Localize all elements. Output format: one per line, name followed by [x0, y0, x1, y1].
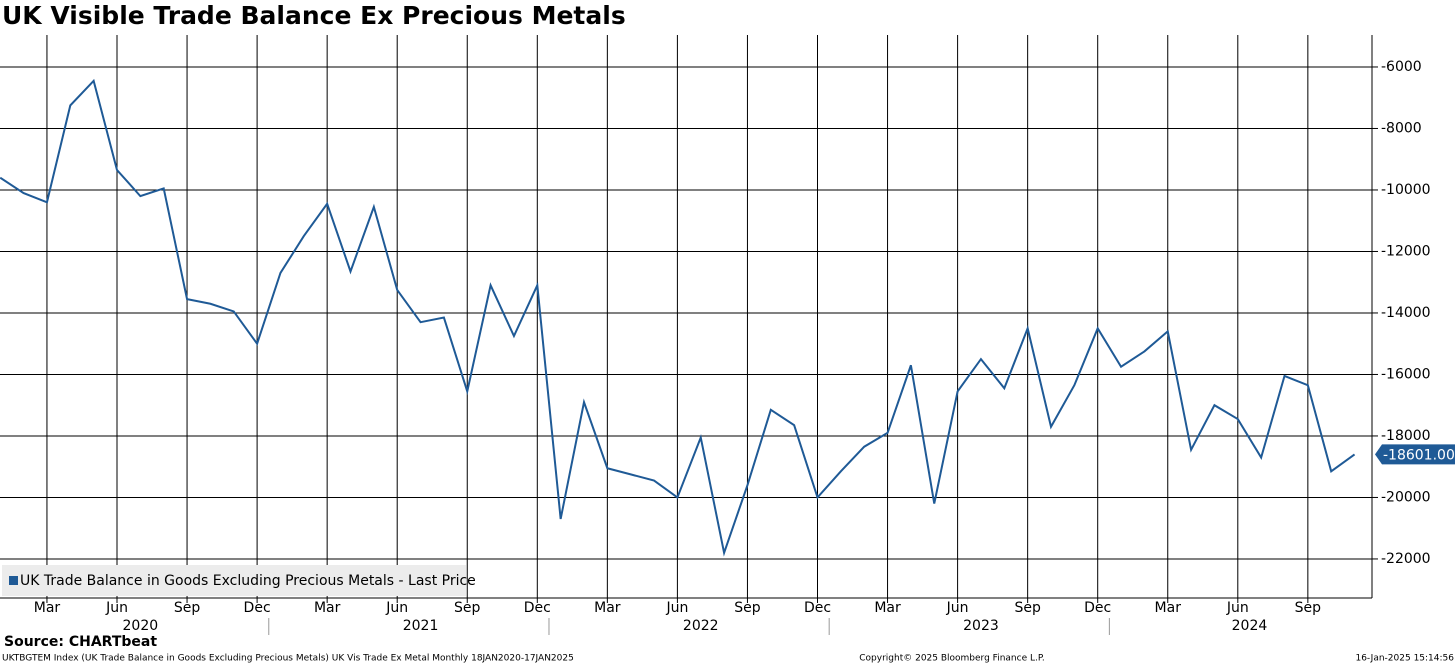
chart-title: UK Visible Trade Balance Ex Precious Met… — [2, 1, 626, 30]
legend-label: UK Trade Balance in Goods Excluding Prec… — [20, 573, 476, 589]
x-tick-label: Jun — [665, 600, 688, 616]
x-tick-label: Mar — [34, 600, 61, 616]
x-tick-label: Mar — [1155, 600, 1182, 616]
x-tick-label: Sep — [454, 600, 481, 616]
y-tick-label: -18000 — [1381, 428, 1431, 444]
last-value-box — [1375, 444, 1455, 465]
x-tick-label: Mar — [314, 600, 341, 616]
x-tick-label: Dec — [244, 600, 271, 616]
year-label: 2024 — [1232, 618, 1268, 634]
year-label: 2023 — [963, 618, 999, 634]
year-label: 2021 — [403, 618, 439, 634]
y-tick-label: -12000 — [1381, 243, 1431, 259]
legend-box — [2, 565, 466, 596]
x-tick-label: Dec — [1084, 600, 1111, 616]
x-tick-label: Dec — [804, 600, 831, 616]
y-tick-label: -10000 — [1381, 182, 1431, 198]
y-tick-label: -22000 — [1381, 551, 1431, 567]
source: Source: CHARTbeat — [4, 634, 157, 650]
last-value-label: -18601.00 — [1383, 447, 1455, 463]
y-tick-label: -8000 — [1381, 120, 1422, 136]
x-tick-label: Jun — [1226, 600, 1249, 616]
x-tick-label: Sep — [734, 600, 761, 616]
footer-right: 16-Jan-2025 15:14:56 — [1355, 654, 1454, 664]
footer-center: Copyright© 2025 Bloomberg Finance L.P. — [859, 654, 1044, 664]
legend-swatch — [9, 576, 18, 585]
y-tick-label: -16000 — [1381, 366, 1431, 382]
x-tick-label: Jun — [105, 600, 128, 616]
x-tick-label: Jun — [946, 600, 969, 616]
y-tick-label: -14000 — [1381, 305, 1431, 321]
series-line — [0, 78, 1356, 557]
x-tick-label: Dec — [524, 600, 551, 616]
x-tick-label: Jun — [385, 600, 408, 616]
legend: UK Trade Balance in Goods Excluding Prec… — [2, 565, 476, 596]
x-tick-label: Sep — [174, 600, 201, 616]
y-tick-label: -6000 — [1381, 59, 1422, 75]
x-tick-label: Mar — [874, 600, 901, 616]
year-label: 2020 — [123, 618, 159, 634]
footer-left: UKTBGTEM Index (UK Trade Balance in Good… — [2, 654, 574, 664]
x-tick-label: Sep — [1014, 600, 1041, 616]
x-tick-label: Sep — [1295, 600, 1322, 616]
y-tick-label: -20000 — [1381, 489, 1431, 505]
year-label: 2022 — [683, 618, 719, 634]
x-tick-label: Mar — [594, 600, 621, 616]
